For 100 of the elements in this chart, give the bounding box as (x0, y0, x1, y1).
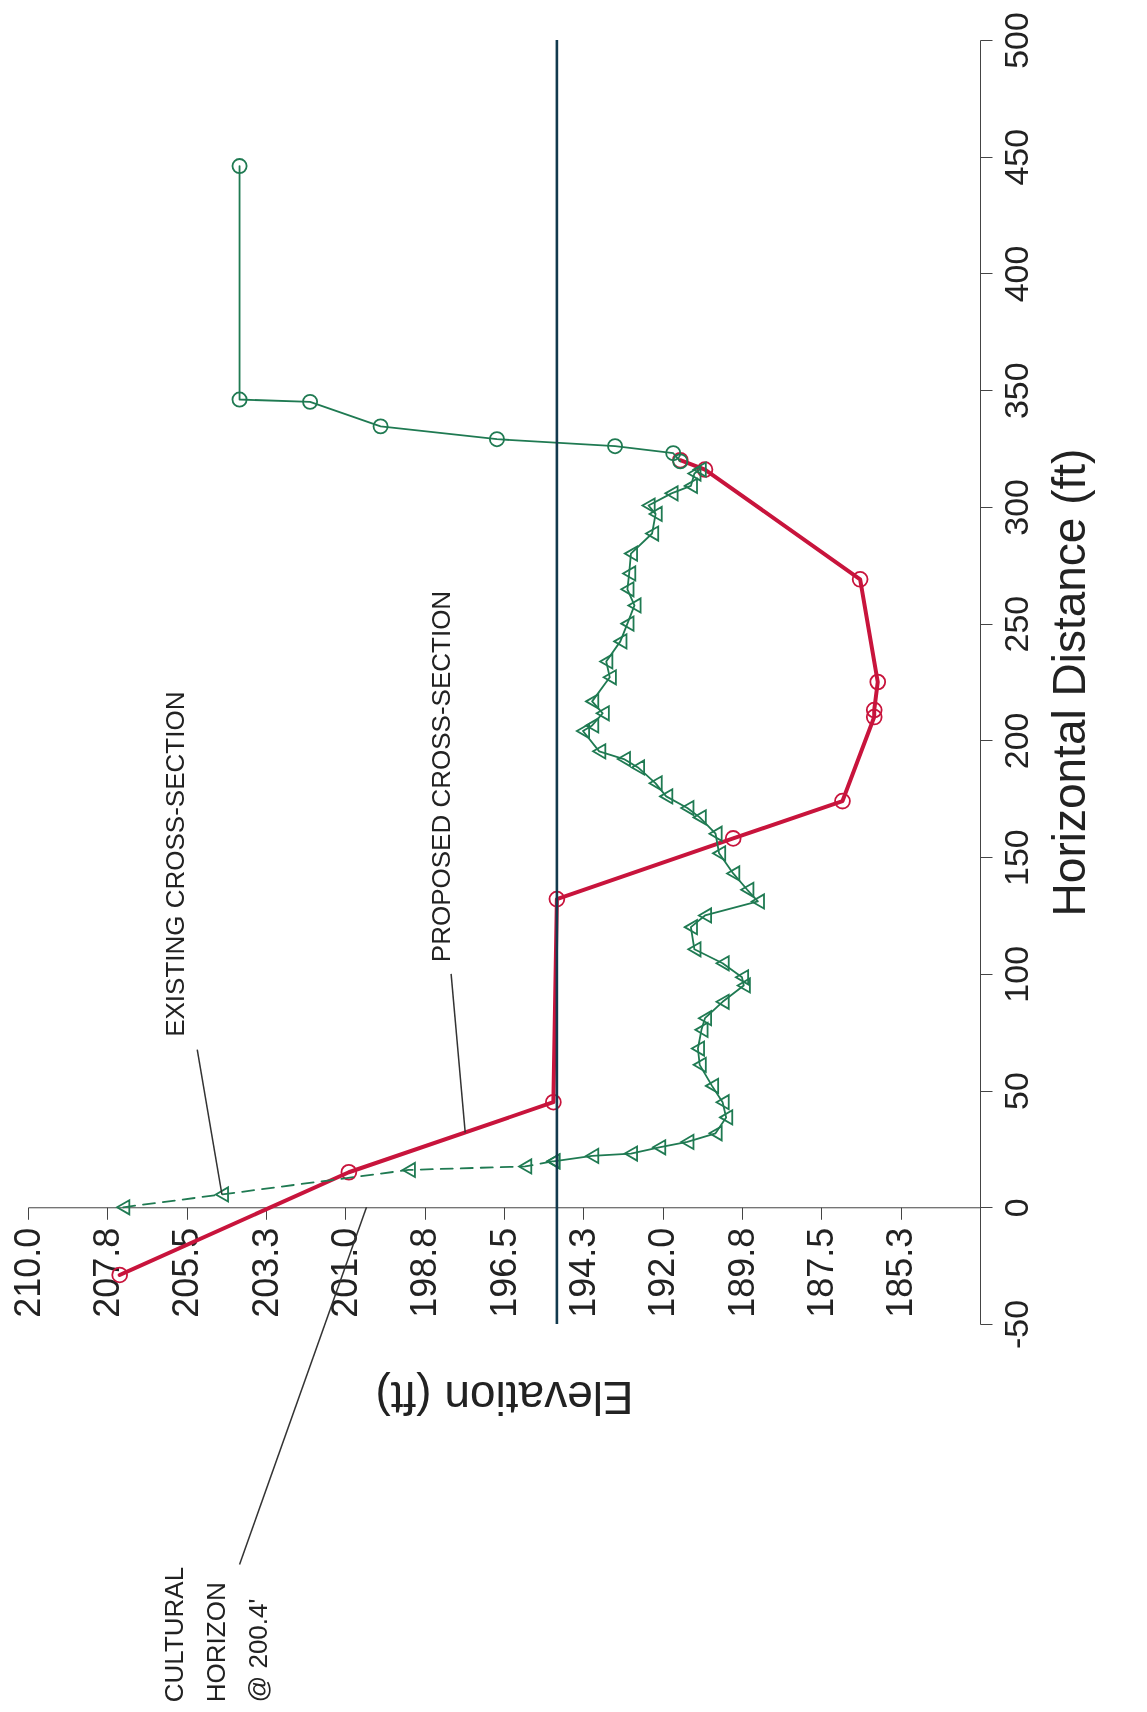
point (715, 955, 730, 972)
point (620, 581, 635, 598)
point (697, 1010, 712, 1027)
x-tick-label: 185.3 (879, 1227, 921, 1318)
point (736, 977, 751, 994)
point (719, 1109, 734, 1126)
x-tick-label: 207.8 (85, 1227, 127, 1318)
point (851, 570, 869, 588)
point (708, 1125, 723, 1142)
point (692, 461, 707, 478)
point (697, 907, 712, 924)
point (692, 809, 707, 826)
point (648, 775, 663, 792)
point (715, 1094, 730, 1111)
point (705, 1077, 720, 1094)
point (488, 431, 505, 448)
y-tick-label: 400 (996, 245, 1035, 303)
point (865, 708, 883, 726)
y-tick-label: 0 (996, 1198, 1035, 1218)
point (214, 1186, 229, 1203)
x-tick-label: 205.5 (165, 1227, 207, 1318)
point (641, 497, 656, 514)
point (683, 919, 698, 936)
point (518, 1158, 533, 1175)
point (712, 845, 727, 862)
point (834, 792, 851, 810)
point (401, 1161, 416, 1178)
x-tick-label: 189.8 (720, 1227, 762, 1318)
point (231, 391, 248, 408)
point (548, 890, 566, 908)
x-axis-title: Elevation (ft) (375, 1371, 634, 1424)
y-tick-label: 50 (996, 1072, 1035, 1110)
point (616, 751, 631, 768)
point (623, 1145, 638, 1162)
point (340, 1163, 358, 1181)
point (664, 485, 679, 502)
point (607, 438, 624, 455)
point (652, 1139, 667, 1156)
point (620, 615, 635, 632)
point (750, 893, 765, 910)
point (740, 881, 755, 898)
point (645, 525, 660, 542)
x-tick-label: 187.5 (799, 1227, 841, 1318)
point (372, 418, 389, 435)
point (724, 830, 742, 847)
point (659, 788, 674, 805)
point (694, 1021, 709, 1038)
y-tick-label: 100 (996, 945, 1035, 1003)
point (595, 705, 610, 722)
y-tick-label: 250 (996, 595, 1035, 653)
point (680, 1133, 695, 1150)
point (602, 669, 617, 686)
y-tick-label: 150 (996, 829, 1035, 886)
point (630, 759, 646, 776)
point (231, 158, 248, 175)
x-tick-label: 194.3 (561, 1227, 603, 1318)
x-tick-label: 196.5 (482, 1227, 524, 1318)
point (726, 865, 741, 882)
point (627, 597, 642, 614)
point (696, 461, 714, 478)
point (622, 565, 637, 582)
y-tick-label: 200 (996, 712, 1035, 770)
y-tick-label: 350 (996, 362, 1035, 420)
point (585, 1147, 600, 1164)
y-tick-label: -50 (996, 1299, 1035, 1350)
point (865, 701, 883, 719)
point (869, 673, 887, 691)
point (683, 477, 698, 494)
point (715, 993, 730, 1010)
point (116, 1199, 131, 1216)
point (687, 465, 702, 482)
point (599, 653, 614, 670)
point (592, 743, 607, 760)
y-tick-label: 500 (996, 12, 1035, 69)
x-tick-label: 210.0 (6, 1227, 48, 1318)
x-tick-label: 198.8 (403, 1227, 445, 1318)
y-tick-label: 450 (996, 128, 1035, 186)
y-axis-title: Horizontal Distance (ft) (1042, 448, 1095, 917)
x-tick-label: 192.0 (641, 1227, 683, 1318)
point (708, 825, 723, 842)
point (734, 969, 750, 986)
annotation: EXISTING CROSS-SECTION (160, 691, 191, 1037)
text: CULTURAL HORIZON @ 200.4' (158, 1566, 273, 1703)
point (585, 693, 600, 710)
point (690, 1040, 705, 1057)
x-tick-label: 201.0 (323, 1227, 365, 1318)
point (575, 723, 590, 739)
point (302, 393, 319, 410)
annotation: PROPOSED CROSS-SECTION (426, 590, 457, 963)
point (545, 1093, 562, 1111)
point (665, 445, 682, 462)
y-tick-label: 300 (996, 479, 1035, 536)
point (687, 941, 702, 958)
point (680, 800, 695, 817)
point (648, 505, 663, 522)
point (585, 717, 600, 734)
x-tick-label: 203.3 (244, 1227, 286, 1318)
point (623, 545, 638, 562)
point (613, 633, 628, 650)
point (692, 1056, 707, 1073)
